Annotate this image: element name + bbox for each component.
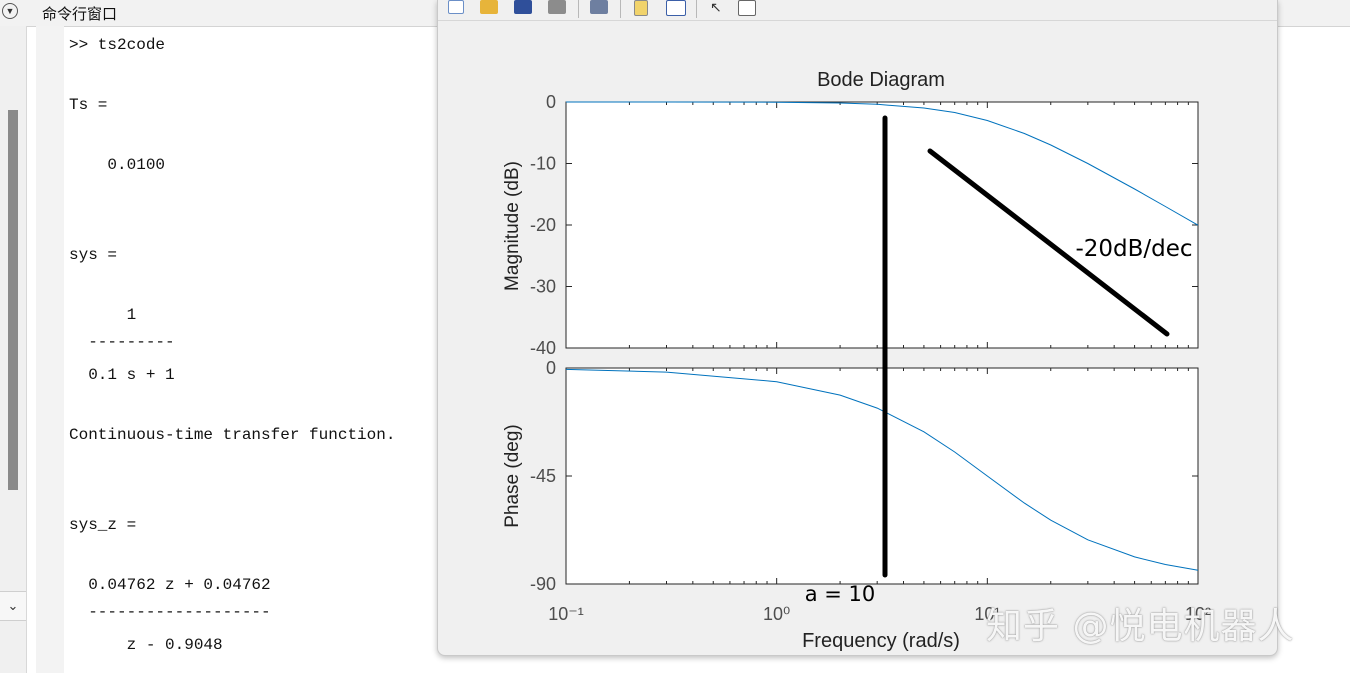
link-plot-icon[interactable] (634, 0, 648, 16)
chart-title: Bode Diagram (817, 69, 945, 91)
editor-margin (36, 26, 64, 673)
command-window-title: 命令行窗口 (42, 5, 118, 23)
new-figure-icon[interactable] (448, 0, 464, 14)
magnitude-y-tick-label: -30 (530, 277, 556, 297)
magnitude-y-tick-label: -40 (530, 338, 556, 358)
output-line: 1 (69, 306, 137, 324)
print-preview-icon[interactable] (590, 0, 608, 14)
toolbar-separator (696, 0, 697, 18)
output-line: 0.1 s + 1 (69, 366, 175, 384)
output-line: ------------------- (69, 603, 271, 621)
magnitude-ylabel: Magnitude (dB) (502, 161, 523, 291)
output-line: sys_z = (69, 516, 137, 534)
magnitude-y-tick-label: 0 (546, 92, 556, 112)
command-prompt-line[interactable]: >> ts2code (69, 36, 166, 54)
output-line: z - 0.9048 (69, 636, 223, 654)
x-tick-label: 10⁻¹ (548, 604, 584, 624)
x-tick-label: 10⁰ (763, 604, 790, 624)
x-axis-label: Frequency (rad/s) (802, 630, 960, 652)
magnitude-axes[interactable] (565, 101, 1199, 349)
output-line: Continuous-time transfer function. (69, 426, 396, 444)
figure-window: ↖ Bode Diagram 0 -10 -20 -30 -40 0 -45 -90 10⁻… (437, 0, 1278, 656)
save-icon[interactable] (514, 0, 532, 14)
output-line: 0.0100 (69, 156, 166, 174)
phase-ylabel: Phase (deg) (502, 424, 523, 528)
slope-annotation-text: -20dB/dec (1075, 236, 1192, 262)
phase-series-line (565, 368, 1199, 571)
output-line: --------- (69, 333, 175, 351)
output-line: Ts = (69, 96, 108, 114)
scrollbar-thumb[interactable] (8, 110, 18, 490)
phase-y-tick-label: -90 (530, 574, 556, 594)
bode-plot[interactable]: Bode Diagram 0 -10 -20 -30 -40 0 -45 -90 10⁻¹ 1… (438, 0, 1277, 656)
print-icon[interactable] (548, 0, 566, 14)
watermark-text: 知乎 @悦电机器人 (986, 606, 1295, 647)
toolbar-separator (620, 0, 621, 18)
phase-y-tick-label: -45 (530, 466, 556, 486)
open-folder-icon[interactable] (480, 0, 498, 14)
phase-axes[interactable] (565, 367, 1199, 585)
property-editor-icon[interactable] (738, 0, 756, 16)
slope-annotation-line (927, 148, 1170, 337)
toolbar-separator (578, 0, 579, 18)
magnitude-y-tick-label: -10 (530, 154, 556, 174)
x-tick-label: 10¹ (974, 604, 1000, 624)
corner-frequency-annotation-text: a = 10 (805, 582, 876, 606)
phase-y-tick-label: 0 (546, 358, 556, 378)
left-gutter: ⌄ (0, 26, 27, 673)
magnitude-y-tick-label: -20 (530, 215, 556, 235)
magnitude-series-line (566, 101, 1199, 226)
pointer-icon[interactable]: ↖ (710, 0, 722, 15)
output-line: sys = (69, 246, 118, 264)
figure-toolbar: ↖ (438, 0, 1277, 21)
output-line: 0.04762 z + 0.04762 (69, 576, 271, 594)
x-tick-label: 10² (1185, 604, 1211, 624)
insert-legend-icon[interactable] (666, 0, 686, 16)
chevron-down-icon[interactable]: ⌄ (0, 591, 26, 621)
collapse-icon[interactable]: ▼ (2, 3, 18, 19)
